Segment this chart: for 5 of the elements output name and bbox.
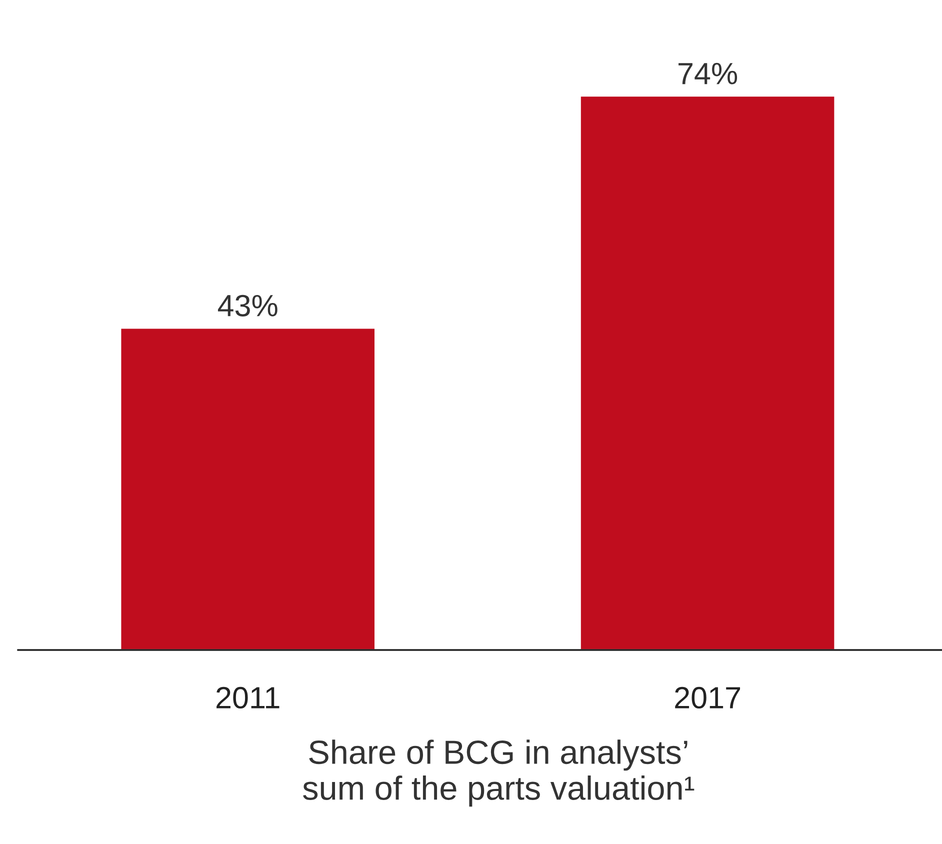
- x-tick-label: 2017: [675, 686, 740, 709]
- x-tick-label: 2011: [216, 686, 280, 709]
- data-label: 74%: [678, 62, 738, 84]
- x-axis-title: Share of BCG in analysts’ sum of the parts valuation¹: [303, 740, 694, 807]
- data-label: 43%: [218, 294, 278, 316]
